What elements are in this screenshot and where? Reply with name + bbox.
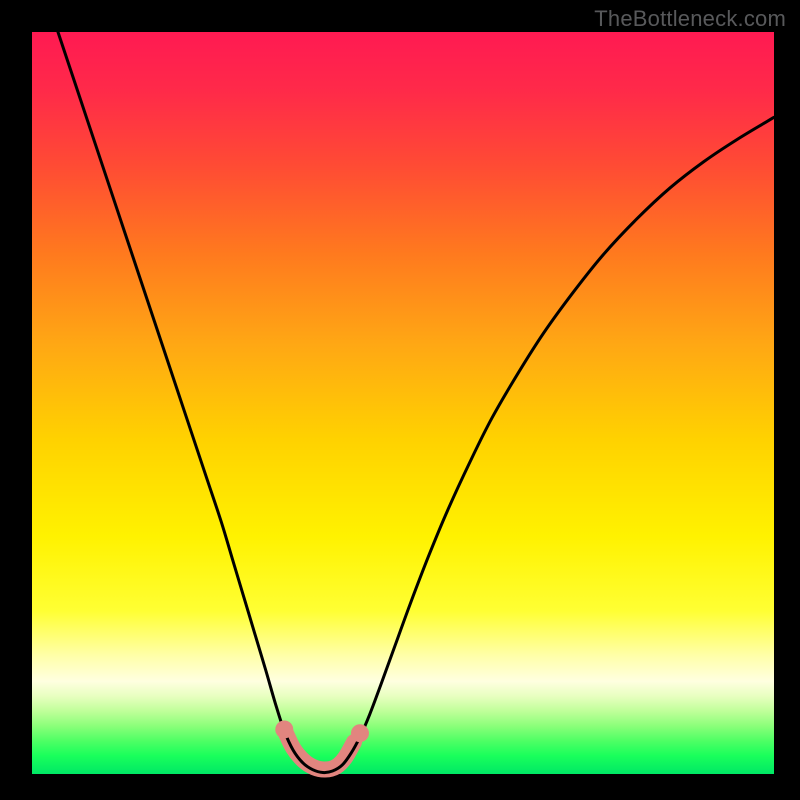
main-curve xyxy=(58,32,774,773)
plot-area xyxy=(32,32,774,774)
chart-curves-layer xyxy=(32,32,774,774)
pink-dot-right xyxy=(351,724,369,742)
watermark-text: TheBottleneck.com xyxy=(594,6,786,32)
pink-dot-left xyxy=(275,720,293,738)
